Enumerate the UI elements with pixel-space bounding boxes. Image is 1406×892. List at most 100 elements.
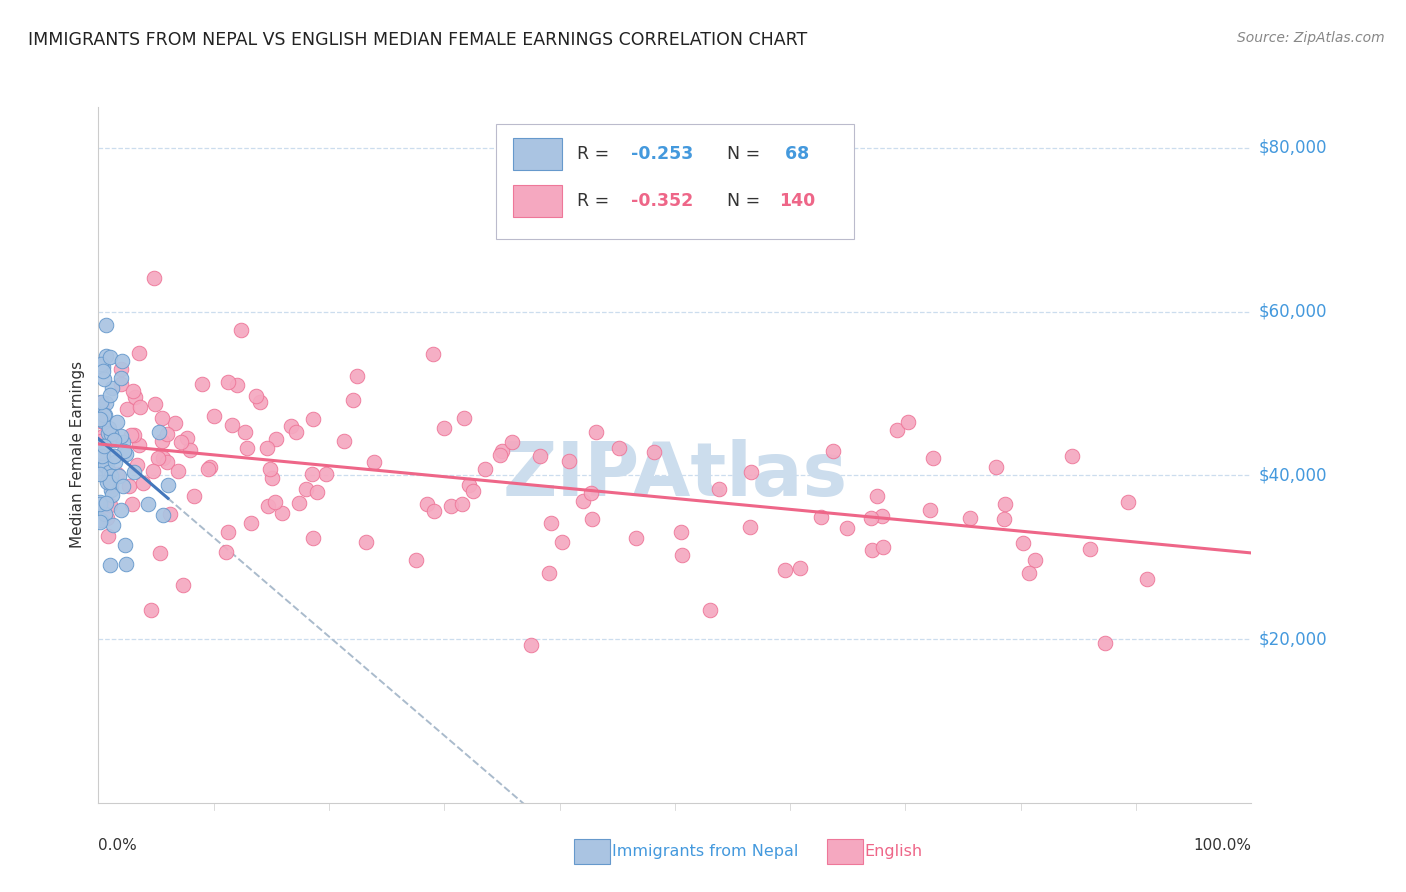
Point xyxy=(333,434,356,448)
Point xyxy=(671,524,693,539)
Text: N =: N = xyxy=(727,145,765,163)
Point xyxy=(150,411,173,425)
Point xyxy=(537,566,560,580)
Point xyxy=(821,444,844,458)
Text: 68: 68 xyxy=(779,145,808,163)
Point xyxy=(115,447,138,461)
Point xyxy=(288,496,311,510)
Point xyxy=(921,450,943,465)
Point xyxy=(100,426,122,441)
Point xyxy=(1060,449,1083,463)
Point xyxy=(93,408,115,422)
Point xyxy=(198,460,221,475)
Point xyxy=(240,516,263,530)
Point xyxy=(257,499,280,513)
Point xyxy=(215,545,238,559)
Text: -0.352: -0.352 xyxy=(631,192,693,210)
Point xyxy=(221,417,243,432)
Point xyxy=(112,479,135,493)
Point xyxy=(89,460,111,475)
Point xyxy=(124,390,146,404)
Point xyxy=(90,357,112,371)
Point xyxy=(529,450,551,464)
Point xyxy=(101,431,124,445)
Point xyxy=(789,561,811,575)
Point xyxy=(156,477,179,491)
Point xyxy=(994,497,1017,511)
Text: R =: R = xyxy=(576,192,614,210)
Point xyxy=(91,414,114,428)
Point xyxy=(1136,572,1159,586)
Point xyxy=(122,465,145,479)
Point xyxy=(231,323,253,337)
Point xyxy=(170,435,193,450)
Point xyxy=(89,396,111,410)
Point xyxy=(295,482,318,496)
Point xyxy=(581,512,603,526)
Point xyxy=(176,431,198,445)
Point xyxy=(91,359,114,374)
Point xyxy=(94,507,117,521)
Point xyxy=(264,432,287,446)
Point xyxy=(897,416,920,430)
Point xyxy=(163,416,186,430)
Point xyxy=(90,399,112,413)
Point xyxy=(107,467,129,481)
Point xyxy=(98,499,121,513)
Text: $40,000: $40,000 xyxy=(1258,467,1327,484)
Point xyxy=(307,485,329,500)
Point xyxy=(405,553,427,567)
Text: R =: R = xyxy=(576,145,614,163)
Point xyxy=(121,497,143,511)
Point xyxy=(93,439,115,453)
Point xyxy=(115,401,138,416)
Point xyxy=(346,369,368,384)
Point xyxy=(90,395,112,409)
Point xyxy=(100,468,122,483)
Point xyxy=(155,426,177,441)
Y-axis label: Median Female Earnings: Median Female Earnings xyxy=(70,361,86,549)
Point xyxy=(859,511,882,525)
Point xyxy=(114,538,136,552)
Point xyxy=(260,471,283,485)
Point xyxy=(302,411,325,425)
Point xyxy=(98,420,121,434)
Point xyxy=(581,486,603,500)
Point xyxy=(984,459,1007,474)
Point xyxy=(886,423,908,437)
Point xyxy=(245,389,267,403)
Point xyxy=(89,497,111,511)
Point xyxy=(143,397,166,411)
Point xyxy=(96,318,118,332)
Point xyxy=(453,411,475,425)
FancyBboxPatch shape xyxy=(496,124,853,239)
Point xyxy=(105,415,128,429)
Point xyxy=(122,384,145,398)
Point xyxy=(225,378,247,392)
Point xyxy=(90,434,112,449)
Point xyxy=(97,528,120,542)
Point xyxy=(152,450,174,465)
Point xyxy=(551,535,574,549)
Point xyxy=(607,441,630,455)
Point xyxy=(1018,566,1040,581)
Point xyxy=(918,503,941,517)
Point xyxy=(122,427,145,442)
Point xyxy=(110,429,132,443)
Point xyxy=(94,468,117,483)
Point xyxy=(94,395,117,409)
Point xyxy=(1094,636,1116,650)
Point xyxy=(585,425,607,439)
Point xyxy=(520,638,543,652)
Point xyxy=(1024,553,1046,567)
Point xyxy=(271,506,294,520)
Point xyxy=(342,392,364,407)
Point xyxy=(557,453,579,467)
Point xyxy=(197,462,219,476)
Point xyxy=(89,412,111,426)
Text: -0.253: -0.253 xyxy=(631,145,693,163)
Text: English: English xyxy=(865,845,922,859)
Point xyxy=(93,429,115,443)
Point xyxy=(183,489,205,503)
Point xyxy=(90,513,112,527)
